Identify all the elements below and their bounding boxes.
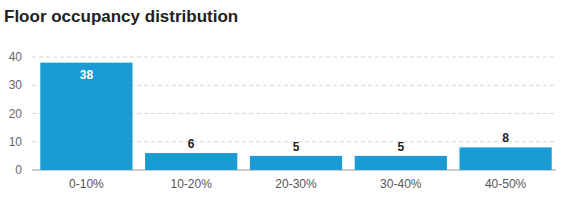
data-label: 8 [502,131,509,145]
x-tick-label: 20-30% [275,177,317,191]
y-tick-label: 40 [9,50,23,64]
y-tick-label: 10 [9,135,23,149]
x-tick-label: 40-50% [485,177,527,191]
bar [250,156,342,170]
bar [145,153,237,170]
grid [32,57,556,170]
grid-line [32,57,556,58]
chart: Floor occupancy distribution 0 10 20 30 40 38 6… [0,0,562,202]
data-label: 6 [188,137,195,151]
bar [40,63,132,170]
y-tick-label: 30 [9,78,23,92]
data-label: 5 [397,140,404,154]
bars [40,63,551,170]
y-tick-label: 0 [15,163,22,177]
bar [459,147,551,170]
y-tick-label: 20 [9,107,23,121]
bar [355,156,447,170]
chart-title: Floor occupancy distribution [4,7,238,26]
x-tick-label: 30-40% [380,177,422,191]
data-label: 38 [80,68,94,82]
x-tick-label: 0-10% [69,177,104,191]
data-label: 5 [293,140,300,154]
x-tick-label: 10-20% [171,177,213,191]
data-labels: 38 6 5 5 8 [80,68,510,154]
